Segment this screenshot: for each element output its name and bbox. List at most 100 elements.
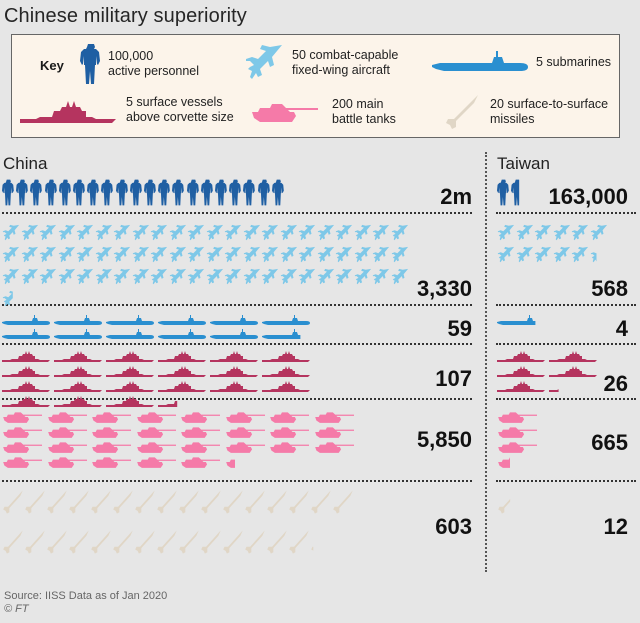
column-divider (485, 152, 487, 572)
missile-icon (267, 530, 287, 554)
row-divider (496, 343, 636, 345)
tank-icon (270, 442, 309, 453)
warship-icon (106, 381, 154, 392)
jet-icon (335, 246, 353, 263)
jet-icon (224, 224, 242, 241)
missile-icon (25, 530, 45, 554)
jet-icon (2, 224, 20, 241)
missile-icon (3, 490, 23, 514)
jet-icon (553, 224, 570, 241)
jet-icon (132, 268, 149, 285)
row-divider (496, 304, 636, 306)
tank-icon (92, 457, 131, 468)
jet-icon (150, 246, 168, 263)
key-item-missiles: 20 surface-to-surface missiles (444, 93, 608, 131)
tank-icon (225, 442, 265, 453)
missile-icon (157, 490, 177, 514)
submarine-icon (106, 328, 154, 339)
missile-icon (333, 490, 353, 514)
jet-icon (95, 246, 112, 263)
missile-icon (223, 530, 243, 554)
tank-icon (136, 412, 176, 423)
submarine-icon (210, 328, 258, 339)
key-text-personnel: 100,000 active personnel (108, 49, 200, 78)
soldier-icon (158, 179, 171, 206)
missile-icon (245, 490, 265, 514)
soldier-icon (2, 179, 14, 206)
key-text-aircraft: 50 combat-capable fixed-wing aircraft (292, 48, 399, 77)
jet-icon (335, 268, 353, 285)
jet-icon (39, 224, 57, 241)
tank-icon (225, 412, 265, 423)
jet-icon (150, 224, 168, 241)
tank-icon (498, 412, 537, 423)
tank-icon (498, 457, 511, 468)
warship-icon (158, 401, 178, 407)
jet-icon (391, 268, 408, 285)
missile-icon (135, 530, 155, 554)
row-divider (2, 398, 472, 400)
tank-icon (3, 457, 42, 468)
warship-icon (106, 396, 154, 407)
soldier-icon (30, 179, 43, 206)
warship-icon (262, 366, 310, 377)
warship-icon (2, 396, 50, 407)
missile-icon (267, 490, 287, 514)
jet-icon (76, 246, 94, 263)
value-china-vessels: 107 (435, 366, 472, 391)
key-text-missiles: 20 surface-to-surface missiles (490, 97, 609, 126)
soldier-icon (271, 179, 284, 206)
key-item-vessels: 5 surface vessels above corvette size (20, 95, 234, 125)
jet-icon (354, 246, 371, 263)
tank-icon (136, 442, 176, 453)
missile-icon (446, 95, 478, 129)
submarine-icon (158, 328, 206, 339)
tank-icon (47, 427, 87, 438)
submarine-icon (158, 315, 206, 325)
warship-icon (158, 381, 206, 392)
jet-icon (187, 224, 205, 241)
warship-icon (262, 351, 310, 362)
tank-icon (47, 457, 87, 468)
row-divider (496, 480, 636, 482)
jet-icon (298, 246, 316, 263)
tank-icon (314, 442, 354, 453)
tank-icon (47, 412, 87, 423)
jet-icon (372, 246, 390, 263)
submarine-icon (54, 315, 102, 325)
missile-icon (113, 490, 133, 514)
jet-icon (224, 246, 242, 263)
missile-icon (311, 490, 331, 514)
key-label: Key (40, 58, 64, 73)
warship-icon (106, 366, 154, 377)
tank-icon (270, 427, 309, 438)
jet-icon (354, 224, 371, 241)
row-divider (2, 343, 472, 345)
submarine-icon (262, 315, 310, 325)
tank-icon (314, 427, 354, 438)
soldier-icon (497, 179, 509, 206)
submarine-icon (432, 51, 528, 71)
warship-icon (210, 351, 258, 362)
warship-icon (497, 351, 545, 362)
jet-icon (2, 246, 20, 263)
footer: Source: IISS Data as of Jan 2020 © FT (4, 590, 167, 616)
jet-icon (58, 268, 75, 285)
tank-icon (181, 457, 220, 468)
source-note: Source: IISS Data as of Jan 2020 (4, 590, 168, 602)
warship-icon (54, 396, 102, 407)
soldier-icon (144, 179, 156, 206)
missile-icon (498, 498, 511, 514)
jet-icon (280, 246, 297, 263)
jet-icon (95, 224, 112, 241)
jet-icon (95, 268, 112, 285)
warship-icon (549, 389, 559, 392)
jet-icon (516, 224, 533, 241)
soldier-icon (16, 179, 29, 206)
row-divider (2, 480, 472, 482)
missile-icon (223, 490, 243, 514)
chart-title: Chinese military superiority (4, 5, 247, 27)
tank-icon (181, 442, 220, 453)
jet-icon (58, 224, 75, 241)
jet-icon (206, 268, 223, 285)
